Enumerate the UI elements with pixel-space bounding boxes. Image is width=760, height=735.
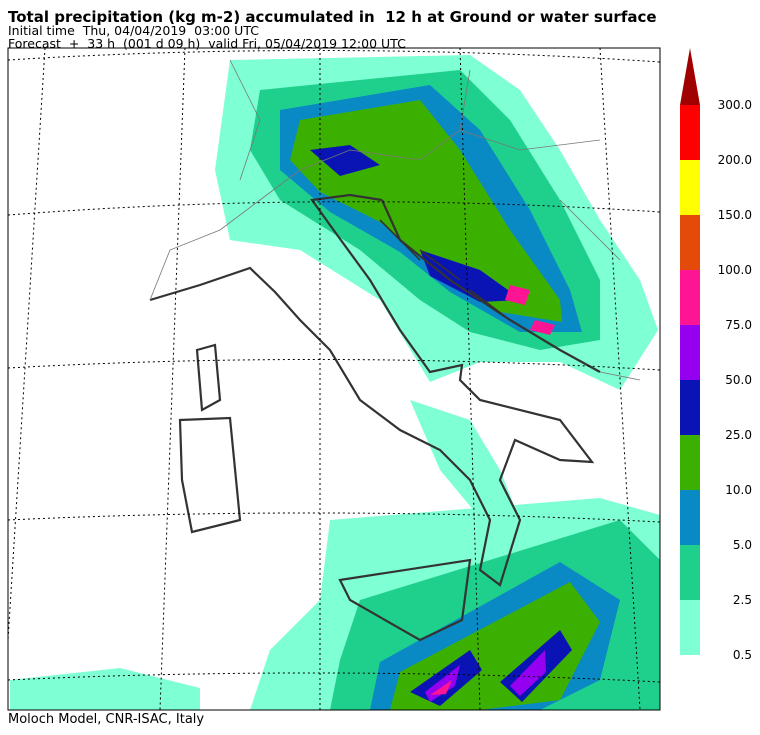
colorbar-label: 50.0 [725,373,752,387]
colorbar-segment [680,545,700,600]
precip-area [430,680,452,695]
colorbar-label: 150.0 [718,208,752,222]
precip-area [510,650,546,696]
colorbar-segment [680,105,700,160]
precip-area [410,400,520,530]
precip-area [310,145,380,176]
colorbar-label: 100.0 [718,263,752,277]
map-frame [7,47,661,711]
colorbar-label: 10.0 [725,483,752,497]
colorbar-segment [680,325,700,380]
colorbar-label: 200.0 [718,153,752,167]
initial-time: Initial time Thu, 04/04/2019 03:00 UTC [8,23,259,38]
colorbar-arrow [680,48,700,105]
graticule [8,48,660,710]
colorbar-segment [680,160,700,215]
precip-area [420,250,522,302]
colorbar-label: 2.5 [733,593,752,607]
colorbar-segment [680,435,700,490]
colorbar-label: 25.0 [725,428,752,442]
colorbar: 0.5 2.5 5.0 10.0 25.0 50.0 75.0 100.0 150.0 200.0… [680,48,752,662]
forecast-time: Forecast + 33 h (001 d 09 h) valid Fri, … [8,36,406,51]
footer: Moloch Model, CNR-ISAC, Italy [8,712,204,727]
precip-area [530,320,555,335]
borders [149,59,641,381]
colorbar-segment [680,380,700,435]
colorbar-label: 0.5 [733,648,752,662]
colorbar-segment [680,490,700,545]
colorbar-label: 300.0 [718,98,752,112]
colorbar-segment [680,270,700,325]
title: Total precipitation (kg m-2) accumulated… [8,8,657,26]
precip-area [10,668,200,710]
colorbar-segment [680,600,700,655]
colorbar-label: 5.0 [733,538,752,552]
map [10,55,660,710]
colorbar-segment [680,215,700,270]
precip-area [505,285,530,305]
colorbar-label: 75.0 [725,318,752,332]
